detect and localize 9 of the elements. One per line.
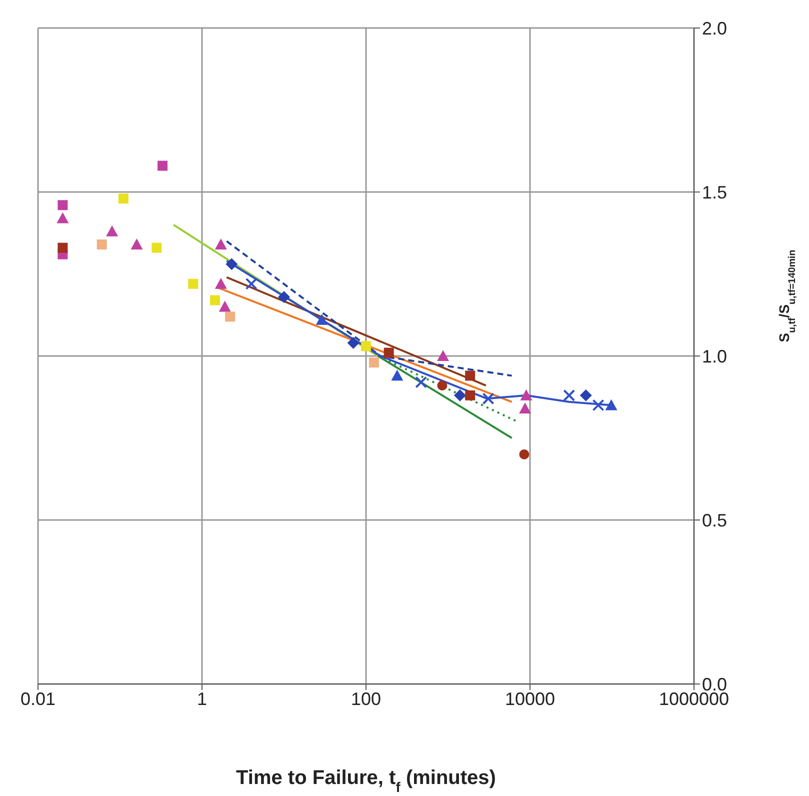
y-tick-label: 0.5 (702, 510, 728, 530)
x-axis-title: Time to Failure, t$_{f}$ (minutes) (236, 767, 496, 795)
x-tick-label: 0.01 (20, 688, 56, 709)
y-tick-label: 1.5 (702, 182, 728, 202)
y-tick-label: 1.0 (702, 346, 728, 366)
x-tick-label: 100 (350, 688, 382, 709)
x-tick-label: 10000 (504, 688, 556, 709)
y-tick-label: 2.0 (702, 18, 728, 38)
x-tick-label: 1 (196, 688, 208, 709)
